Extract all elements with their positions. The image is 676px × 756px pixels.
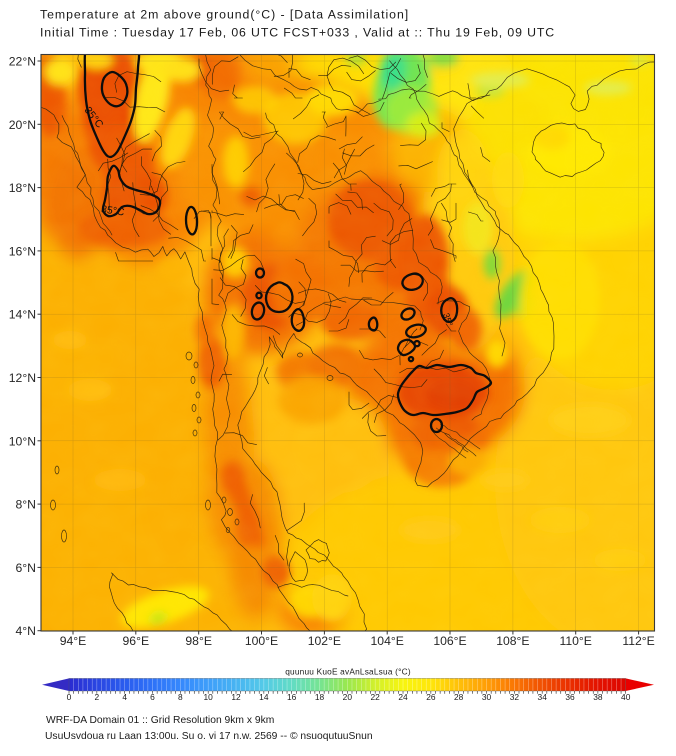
svg-text:26: 26: [426, 692, 436, 702]
svg-text:35°C: 35°C: [100, 203, 125, 218]
svg-text:12: 12: [231, 692, 241, 702]
svg-text:Initial Time : Tuesday 17 Feb,: Initial Time : Tuesday 17 Feb, 06 UTC FC…: [40, 26, 555, 40]
svg-text:35°: 35°: [441, 312, 455, 328]
svg-text:4°N: 4°N: [16, 624, 36, 638]
svg-text:16: 16: [287, 692, 297, 702]
svg-text:6: 6: [150, 692, 155, 702]
svg-text:8: 8: [178, 692, 183, 702]
svg-text:108°E: 108°E: [496, 634, 529, 648]
svg-text:UsuUsvdoua ru Laan 13:00u. Su: UsuUsvdoua ru Laan 13:00u. Su o. vi 17 n…: [45, 731, 373, 742]
svg-text:36: 36: [565, 692, 575, 702]
svg-text:22°N: 22°N: [9, 55, 36, 69]
svg-text:10: 10: [204, 692, 214, 702]
svg-text:16°N: 16°N: [9, 244, 36, 258]
svg-text:94°E: 94°E: [60, 634, 87, 648]
svg-text:22: 22: [371, 692, 381, 702]
svg-text:6°N: 6°N: [16, 561, 36, 575]
svg-text:10°N: 10°N: [9, 434, 36, 448]
svg-text:104°E: 104°E: [371, 634, 404, 648]
svg-text:110°E: 110°E: [559, 634, 591, 648]
svg-text:2: 2: [95, 692, 100, 702]
svg-text:14: 14: [259, 692, 269, 702]
svg-text:18: 18: [315, 692, 325, 702]
svg-text:98°E: 98°E: [185, 634, 212, 648]
svg-text:18°N: 18°N: [9, 181, 36, 195]
svg-text:34: 34: [538, 692, 548, 702]
svg-text:112°E: 112°E: [622, 634, 654, 648]
svg-text:28: 28: [454, 692, 464, 702]
svg-text:0: 0: [67, 692, 72, 702]
svg-text:32: 32: [510, 692, 520, 702]
svg-text:30: 30: [482, 692, 492, 702]
svg-text:4: 4: [122, 692, 127, 702]
svg-text:14°N: 14°N: [9, 308, 36, 322]
svg-text:WRF-DA Domain 01 :: Grid Resol: WRF-DA Domain 01 :: Grid Resolution 9km …: [46, 715, 274, 726]
svg-text:38: 38: [593, 692, 603, 702]
svg-text:Temperature at 2m above ground: Temperature at 2m above ground(°C) - [Da…: [40, 8, 409, 22]
svg-text:106°E: 106°E: [433, 634, 466, 648]
svg-text:20: 20: [343, 692, 353, 702]
svg-text:100°E: 100°E: [245, 634, 278, 648]
svg-text:96°E: 96°E: [123, 634, 150, 648]
svg-text:102°E: 102°E: [308, 634, 341, 648]
svg-text:quunuu KuoE avAnLsaLsua (°C): quunuu KuoE avAnLsaLsua (°C): [285, 667, 411, 677]
svg-text:12°N: 12°N: [9, 371, 36, 385]
svg-text:20°N: 20°N: [9, 118, 36, 132]
svg-text:40: 40: [621, 692, 631, 702]
svg-text:8°N: 8°N: [16, 498, 36, 512]
svg-text:24: 24: [398, 692, 408, 702]
